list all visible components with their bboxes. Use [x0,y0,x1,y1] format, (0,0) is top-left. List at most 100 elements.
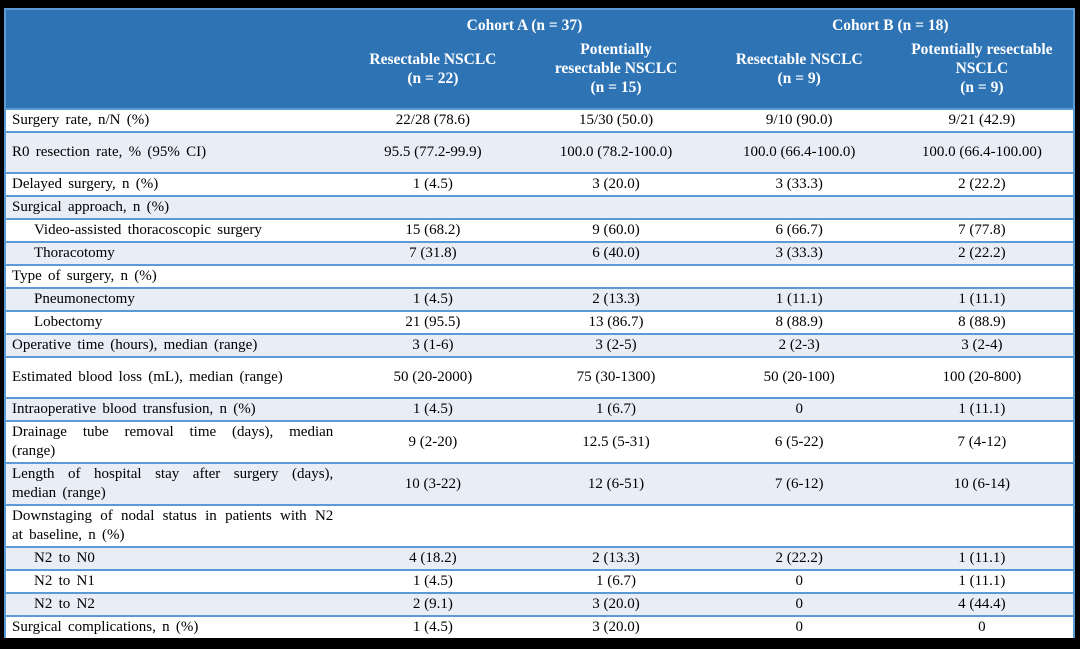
row-label: N2 to N1 [5,569,342,593]
row-label: Delayed surgery, n (%) [5,172,342,196]
cell-value [890,504,1074,547]
cell-value: 1 (4.5) [341,569,525,593]
cell-value: 1 (4.5) [341,397,525,421]
row-label: N2 to N2 [5,592,342,616]
cell-value: 8 (88.9) [707,310,891,334]
cell-value: 9/10 (90.0) [707,108,891,132]
table-row: Operative time (hours), median (range) 3… [5,333,1074,357]
row-label: Length of hospital stay after surgery (d… [5,462,342,505]
column-header-row: Resectable NSCLC (n = 22) Potentially re… [5,35,1074,109]
row-label: Surgical approach, n (%) [5,195,342,219]
cell-value [524,264,708,288]
cell-value: 2 (22.2) [890,172,1074,196]
cell-value [890,195,1074,219]
table-frame: Cohort A (n = 37) Cohort B (n = 18) Rese… [4,8,1075,638]
cell-value [890,264,1074,288]
table-row: Delayed surgery, n (%) 1 (4.5) 3 (20.0) … [5,172,1074,196]
column-header-resectable-b: Resectable NSCLC (n = 9) [707,35,891,109]
cell-value: 4 (18.2) [341,546,525,570]
cell-value: 22/28 (78.6) [341,108,525,132]
table-row: Surgical complications, n (%) 1 (4.5) 3 … [5,615,1074,638]
table-row: N2 to N0 4 (18.2) 2 (13.3) 2 (22.2) 1 (1… [5,546,1074,570]
row-label: Pneumonectomy [5,287,342,311]
table-body: Surgery rate, n/N (%) 22/28 (78.6) 15/30… [5,108,1074,638]
surgical-outcomes-table: Cohort A (n = 37) Cohort B (n = 18) Rese… [4,8,1075,638]
cell-value: 1 (11.1) [890,397,1074,421]
cell-value: 3 (33.3) [707,172,891,196]
cell-value: 2 (2-3) [707,333,891,357]
table-row: Surgical approach, n (%) [5,195,1074,219]
row-label: Drainage tube removal time (days), media… [5,420,342,463]
cell-value: 2 (22.2) [707,546,891,570]
cell-value: 15 (68.2) [341,218,525,242]
cell-value: 0 [890,615,1074,638]
table-row: Drainage tube removal time (days), media… [5,420,1074,463]
row-label: Thoracotomy [5,241,342,265]
cell-value [707,264,891,288]
cell-value: 7 (31.8) [341,241,525,265]
table-row: Surgery rate, n/N (%) 22/28 (78.6) 15/30… [5,108,1074,132]
cell-value: 2 (13.3) [524,546,708,570]
cohort-header-row: Cohort A (n = 37) Cohort B (n = 18) [5,9,1074,35]
table-row: Lobectomy 21 (95.5) 13 (86.7) 8 (88.9) 8… [5,310,1074,334]
cell-value: 1 (11.1) [890,569,1074,593]
row-label: Surgical complications, n (%) [5,615,342,638]
cell-value: 100 (20-800) [890,356,1074,398]
cell-value: 15/30 (50.0) [524,108,708,132]
cell-value: 2 (9.1) [341,592,525,616]
cell-value: 21 (95.5) [341,310,525,334]
cell-value [707,504,891,547]
header-spacer [5,9,342,35]
cell-value: 10 (3-22) [341,462,525,505]
cell-value [341,195,525,219]
cell-value: 3 (33.3) [707,241,891,265]
cell-value: 3 (2-4) [890,333,1074,357]
column-header-potentially-resectable-b: Potentially resectable NSCLC (n = 9) [890,35,1074,109]
cell-value: 1 (11.1) [890,287,1074,311]
cell-value [341,264,525,288]
cohort-a-header: Cohort A (n = 37) [341,9,708,35]
cell-value: 0 [707,569,891,593]
header-spacer [5,35,342,109]
cell-value: 2 (13.3) [524,287,708,311]
cell-value: 7 (77.8) [890,218,1074,242]
cell-value: 3 (1-6) [341,333,525,357]
cell-value: 75 (30-1300) [524,356,708,398]
cohort-b-header: Cohort B (n = 18) [707,9,1074,35]
row-label: Intraoperative blood transfusion, n (%) [5,397,342,421]
row-label: Estimated blood loss (mL), median (range… [5,356,342,398]
cell-value: 9 (60.0) [524,218,708,242]
cell-value: 6 (40.0) [524,241,708,265]
cell-value: 6 (66.7) [707,218,891,242]
cell-value: 0 [707,615,891,638]
cell-value: 4 (44.4) [890,592,1074,616]
cell-value: 0 [707,592,891,616]
table-row: Downstaging of nodal status in patients … [5,504,1074,547]
row-label: Operative time (hours), median (range) [5,333,342,357]
table-row: Type of surgery, n (%) [5,264,1074,288]
cell-value: 95.5 (77.2-99.9) [341,131,525,173]
cell-value: 12 (6-51) [524,462,708,505]
cell-value: 10 (6-14) [890,462,1074,505]
cell-value: 7 (4-12) [890,420,1074,463]
cell-value: 100.0 (66.4-100.0) [707,131,891,173]
table-row: R0 resection rate, % (95% CI) 95.5 (77.2… [5,131,1074,173]
cell-value: 8 (88.9) [890,310,1074,334]
cell-value: 50 (20-100) [707,356,891,398]
cell-value: 1 (11.1) [707,287,891,311]
cell-value: 7 (6-12) [707,462,891,505]
cell-value [524,504,708,547]
cell-value: 3 (20.0) [524,615,708,638]
cell-value: 0 [707,397,891,421]
cell-value: 9/21 (42.9) [890,108,1074,132]
cell-value: 1 (6.7) [524,569,708,593]
cell-value: 1 (11.1) [890,546,1074,570]
cell-value: 6 (5-22) [707,420,891,463]
row-label: Surgery rate, n/N (%) [5,108,342,132]
row-label: Downstaging of nodal status in patients … [5,504,342,547]
cell-value: 1 (6.7) [524,397,708,421]
cell-value [707,195,891,219]
cell-value: 1 (4.5) [341,615,525,638]
table-row: Pneumonectomy 1 (4.5) 2 (13.3) 1 (11.1) … [5,287,1074,311]
column-header-potentially-resectable-a: Potentially resectable NSCLC (n = 15) [524,35,708,109]
